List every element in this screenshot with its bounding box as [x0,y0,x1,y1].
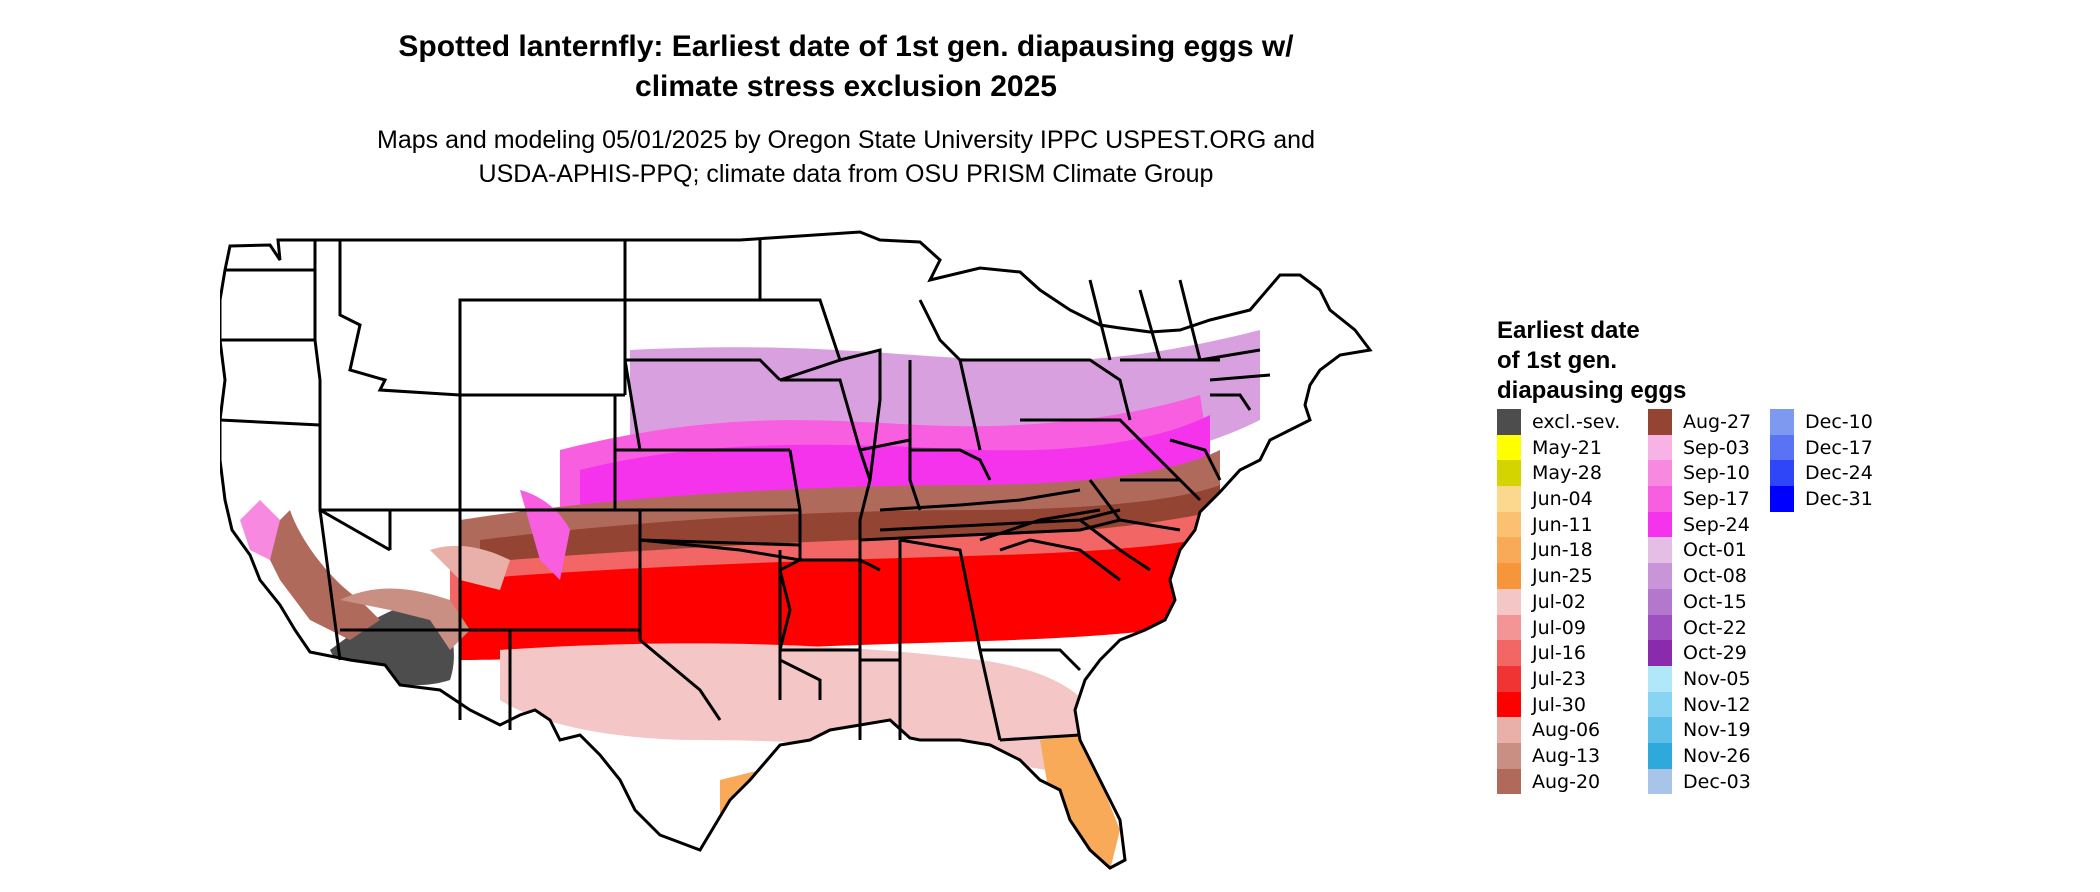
legend-swatch [1497,486,1521,512]
legend-swatch [1648,486,1672,512]
legend-swatch [1648,768,1672,795]
legend-swatch [1497,665,1521,692]
legend-title-line-1: Earliest date [1497,317,1640,344]
legend-label: Oct-08 [1683,565,1747,588]
legend-label: Nov-05 [1683,667,1751,690]
legend-label: May-28 [1532,462,1602,485]
legend-title: Earliest date of 1st gen. diapausing egg… [1497,316,1686,406]
legend-label: Sep-03 [1683,436,1750,459]
legend-swatch [1648,640,1672,666]
legend-swatch [1648,588,1672,615]
legend-swatch [1770,486,1794,512]
legend-label: Jun-18 [1532,539,1593,562]
legend-swatch [1497,460,1521,487]
legend-label: Oct-22 [1683,616,1747,639]
legend-label: Dec-24 [1805,462,1873,485]
legend-swatch [1770,460,1794,487]
legend-label: Jul-16 [1532,642,1586,665]
legend-label: Nov-19 [1683,719,1751,742]
legend-label: May-21 [1532,436,1602,459]
legend-swatch [1648,460,1672,487]
legend-swatch [1497,614,1521,641]
legend-label: Dec-17 [1805,436,1873,459]
legend-label: Jul-23 [1532,667,1586,690]
map-title-line-1: Spotted lanternfly: Earliest date of 1st… [398,30,1294,63]
legend-swatch [1770,409,1794,435]
legend-label: Dec-03 [1683,770,1751,793]
legend-label: Dec-31 [1805,488,1873,511]
legend-label: excl.-sev. [1532,411,1621,433]
legend-swatch [1497,768,1521,795]
state-boundaries [220,230,1372,870]
legend-label: Oct-01 [1683,539,1747,562]
legend-label: Dec-10 [1805,411,1873,433]
legend-swatch [1648,665,1672,692]
legend-swatch [1648,717,1672,743]
legend-label: Nov-26 [1683,744,1751,767]
legend-label: Aug-13 [1532,744,1601,767]
legend-label: Jun-11 [1532,513,1593,536]
legend-swatch [1497,588,1521,615]
legend-label: Sep-10 [1683,462,1750,485]
legend-swatch [1648,511,1672,538]
legend-label: Sep-24 [1683,513,1750,536]
legend-label: Jun-25 [1532,565,1593,588]
map-subtitle-line-1: Maps and modeling 05/01/2025 by Oregon S… [377,126,1315,154]
legend-label: Oct-29 [1683,642,1747,665]
map-subtitle-line-2: USDA-APHIS-PPQ; climate data from OSU PR… [478,160,1214,188]
prediction-raster [220,232,1370,868]
legend-swatch [1648,537,1672,564]
legend-swatch [1497,742,1521,769]
map-title-line-2: climate stress exclusion 2025 [635,70,1057,103]
legend-label: Sep-17 [1683,488,1750,511]
legend-title-line-2: of 1st gen. [1497,347,1618,374]
legend-swatch [1497,511,1521,538]
legend-swatch [1648,409,1672,435]
legend-label: Jul-30 [1532,693,1586,716]
legend-title-line-3: diapausing eggs [1497,377,1687,404]
legend-label: Oct-15 [1683,590,1747,613]
legend-label: Jul-02 [1532,590,1586,613]
legend-swatch [1648,614,1672,641]
legend-swatch [1648,742,1672,769]
legend-swatch [1497,537,1521,564]
us-map [220,230,1372,870]
legend-label: Nov-12 [1683,693,1751,716]
legend-label: Aug-20 [1532,770,1601,793]
legend-swatch [1497,640,1521,666]
legend-label: Jul-09 [1532,616,1586,639]
legend-swatch [1497,409,1521,435]
legend-label: Aug-06 [1532,719,1601,742]
legend-swatch [1648,691,1672,718]
legend-swatch [1648,434,1672,461]
legend-swatch [1497,434,1521,461]
legend-swatch [1648,563,1672,589]
legend-swatch [1770,434,1794,461]
legend-swatch [1497,691,1521,718]
legend-label: Aug-27 [1683,411,1752,433]
legend-swatch [1497,563,1521,589]
legend-swatch [1497,717,1521,743]
legend-label: Jun-04 [1532,488,1593,511]
